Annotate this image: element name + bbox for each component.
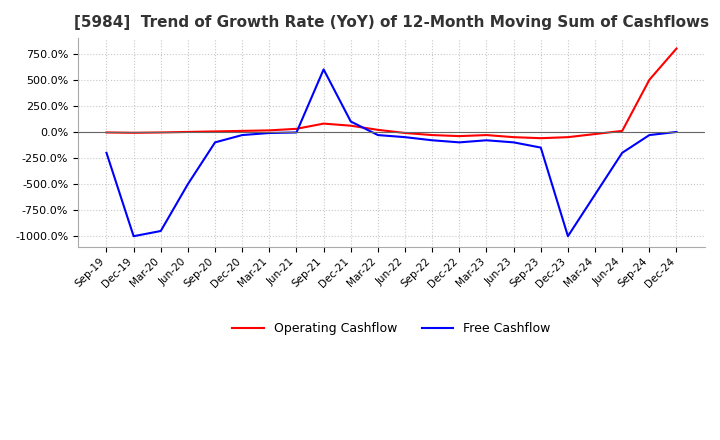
- Operating Cashflow: [536, 136, 545, 141]
- Operating Cashflow: [672, 46, 681, 51]
- Title: [5984]  Trend of Growth Rate (YoY) of 12-Month Moving Sum of Cashflows: [5984] Trend of Growth Rate (YoY) of 12-…: [74, 15, 709, 30]
- Operating Cashflow: [401, 130, 410, 136]
- Free Cashflow: [590, 192, 599, 197]
- Free Cashflow: [184, 181, 192, 187]
- Free Cashflow: [102, 150, 111, 155]
- Free Cashflow: [292, 130, 301, 135]
- Free Cashflow: [645, 132, 654, 138]
- Operating Cashflow: [455, 133, 464, 139]
- Operating Cashflow: [211, 129, 220, 134]
- Operating Cashflow: [428, 132, 436, 138]
- Free Cashflow: [211, 140, 220, 145]
- Operating Cashflow: [374, 127, 382, 132]
- Free Cashflow: [130, 234, 138, 239]
- Free Cashflow: [374, 132, 382, 138]
- Legend: Operating Cashflow, Free Cashflow: Operating Cashflow, Free Cashflow: [228, 318, 556, 341]
- Operating Cashflow: [618, 128, 626, 134]
- Free Cashflow: [564, 234, 572, 239]
- Free Cashflow: [238, 132, 246, 138]
- Free Cashflow: [428, 138, 436, 143]
- Free Cashflow: [672, 129, 681, 135]
- Free Cashflow: [618, 150, 626, 155]
- Operating Cashflow: [102, 130, 111, 135]
- Operating Cashflow: [265, 128, 274, 133]
- Line: Operating Cashflow: Operating Cashflow: [107, 48, 677, 138]
- Operating Cashflow: [590, 132, 599, 137]
- Free Cashflow: [346, 119, 355, 124]
- Free Cashflow: [455, 140, 464, 145]
- Free Cashflow: [509, 140, 518, 145]
- Operating Cashflow: [292, 126, 301, 132]
- Operating Cashflow: [346, 123, 355, 128]
- Free Cashflow: [536, 145, 545, 150]
- Free Cashflow: [156, 228, 165, 234]
- Operating Cashflow: [482, 132, 491, 138]
- Free Cashflow: [482, 138, 491, 143]
- Operating Cashflow: [509, 135, 518, 140]
- Operating Cashflow: [130, 130, 138, 136]
- Operating Cashflow: [564, 135, 572, 140]
- Free Cashflow: [401, 135, 410, 140]
- Operating Cashflow: [156, 130, 165, 135]
- Operating Cashflow: [645, 77, 654, 82]
- Operating Cashflow: [184, 129, 192, 135]
- Line: Free Cashflow: Free Cashflow: [107, 70, 677, 236]
- Free Cashflow: [265, 130, 274, 136]
- Operating Cashflow: [319, 121, 328, 126]
- Free Cashflow: [319, 67, 328, 72]
- Operating Cashflow: [238, 128, 246, 134]
